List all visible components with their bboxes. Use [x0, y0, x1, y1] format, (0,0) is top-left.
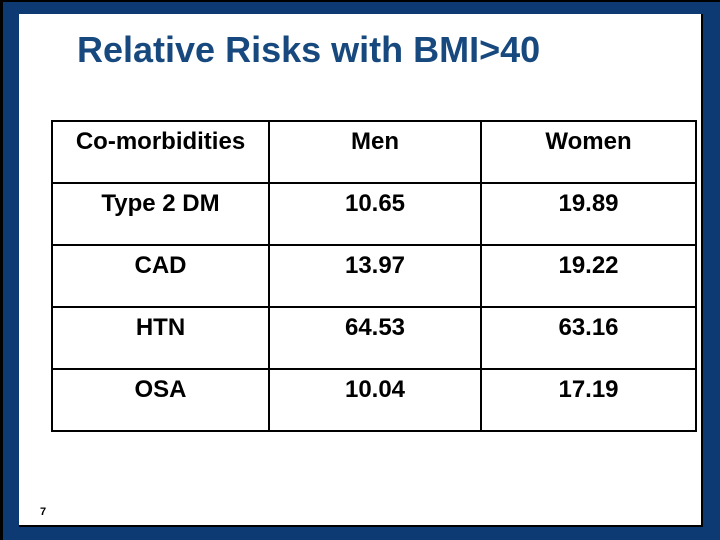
- row-label-cell: OSA: [51, 368, 270, 432]
- table-row: OSA 10.04 17.19: [51, 368, 697, 432]
- page-title: Relative Risks with BMI>40: [77, 29, 541, 70]
- comorbidity-table-container: Co-morbidities Men Women Type 2 DM 10.65…: [51, 120, 697, 432]
- table-header-row: Co-morbidities Men Women: [51, 120, 697, 184]
- row-label-cell: HTN: [51, 306, 270, 370]
- men-value-cell: 10.04: [268, 368, 482, 432]
- table-row: CAD 13.97 19.22: [51, 244, 697, 308]
- table-row: HTN 64.53 63.16: [51, 306, 697, 370]
- women-value-cell: 19.89: [480, 182, 697, 246]
- header-cell-comorbidities: Co-morbidities: [51, 120, 270, 184]
- row-label-cell: Type 2 DM: [51, 182, 270, 246]
- top-edge-strip: [0, 0, 720, 2]
- women-value-cell: 17.19: [480, 368, 697, 432]
- row-label-cell: CAD: [51, 244, 270, 308]
- table-row: Type 2 DM 10.65 19.89: [51, 182, 697, 246]
- men-value-cell: 13.97: [268, 244, 482, 308]
- men-value-cell: 64.53: [268, 306, 482, 370]
- men-value-cell: 10.65: [268, 182, 482, 246]
- header-cell-men: Men: [268, 120, 482, 184]
- women-value-cell: 19.22: [480, 244, 697, 308]
- slide-canvas: Relative Risks with BMI>40 Co-morbiditie…: [19, 14, 703, 527]
- left-edge-strip: [0, 0, 3, 540]
- header-cell-women: Women: [480, 120, 697, 184]
- women-value-cell: 63.16: [480, 306, 697, 370]
- slide-page-number: 7: [40, 506, 47, 518]
- comorbidity-table: Co-morbidities Men Women Type 2 DM 10.65…: [51, 120, 697, 432]
